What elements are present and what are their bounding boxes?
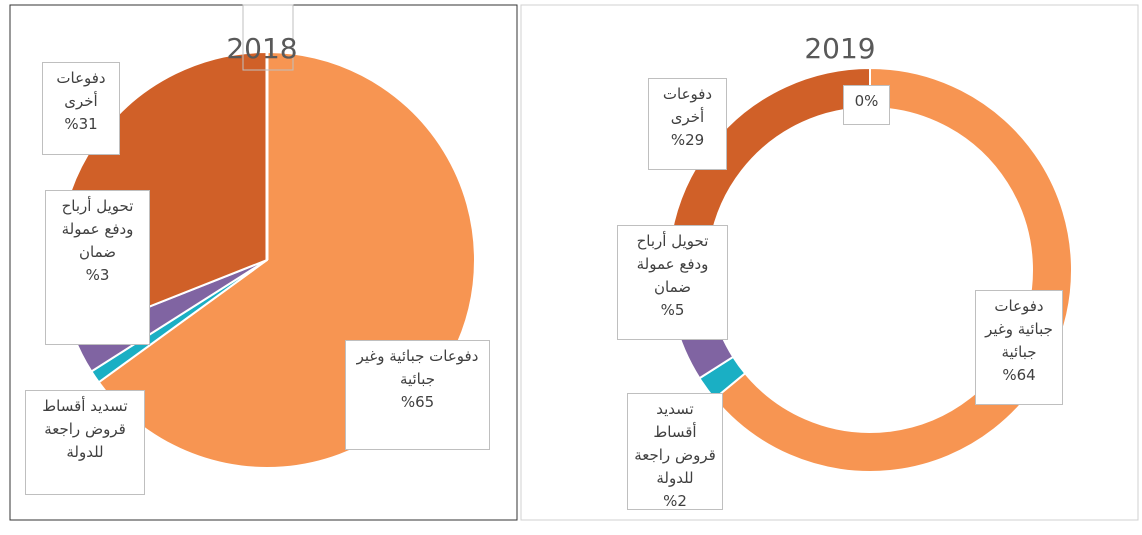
chart-title: 2018	[226, 32, 297, 65]
data-label: دفوعات جبائية وغير جبائية %65	[345, 340, 490, 450]
data-label: تحويل أرباح ودفع عمولة ضمان %3	[45, 190, 150, 345]
category-label: تسديد أقساط قروض راجعة للدولة	[634, 400, 716, 487]
value-label: %64	[1002, 366, 1036, 384]
chart-title: 2019	[804, 32, 875, 65]
category-label: دفوعات جبائية وغير جبائية	[985, 297, 1053, 361]
value-label: %3	[85, 266, 110, 284]
data-label: تسديد أقساط قروض راجعة للدولة	[25, 390, 145, 495]
value-label: %5	[660, 301, 685, 319]
category-label: دفوعات أخرى	[56, 69, 106, 110]
empty-label-box	[242, 4, 294, 71]
value-label: 0%	[854, 92, 879, 110]
value-label: %31	[64, 115, 98, 133]
data-label: تحويل أرباح ودفع عمولة ضمان %5	[617, 225, 728, 340]
data-label: دفوعات أخرى %31	[42, 62, 120, 155]
category-label: تسديد أقساط قروض راجعة للدولة	[42, 397, 128, 461]
category-label: تحويل أرباح ودفع عمولة ضمان	[636, 232, 709, 296]
value-label: %65	[400, 393, 435, 411]
data-label: 0%	[843, 85, 890, 125]
data-label: دفوعات أخرى %29	[648, 78, 727, 170]
value-label: %29	[670, 131, 705, 149]
data-label: تسديد أقساط قروض راجعة للدولة %2	[627, 393, 723, 510]
value-label: %2	[663, 492, 687, 510]
category-label: دفوعات أخرى	[662, 85, 713, 126]
category-label: دفوعات جبائية وغير جبائية	[356, 347, 479, 388]
slice	[712, 66, 1073, 473]
data-label: دفوعات جبائية وغير جبائية %64	[975, 290, 1063, 405]
category-label: تحويل أرباح ودفع عمولة ضمان	[61, 197, 134, 261]
